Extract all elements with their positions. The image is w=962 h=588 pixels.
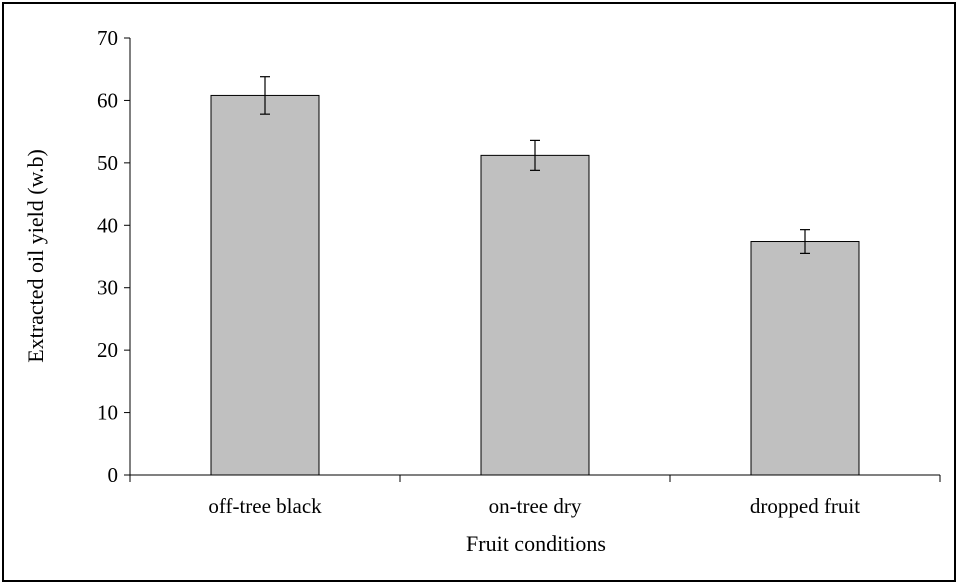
x-tick-labels: off-tree black on-tree dry dropped fruit bbox=[208, 494, 860, 518]
bar bbox=[210, 94, 320, 476]
bar bbox=[480, 154, 590, 476]
y-axis-title: Extracted oil yield (w.b) bbox=[23, 149, 48, 363]
y-axis: 0 10 20 30 40 50 60 70 bbox=[97, 26, 131, 487]
bar bbox=[750, 241, 860, 476]
x-tick-label: off-tree black bbox=[208, 494, 322, 518]
x-tick-label: on-tree dry bbox=[489, 494, 582, 518]
y-tick-label: 70 bbox=[97, 26, 118, 50]
bars bbox=[210, 94, 860, 476]
y-tick-label: 0 bbox=[108, 463, 119, 487]
y-tick-label: 20 bbox=[97, 338, 118, 362]
x-axis-title: Fruit conditions bbox=[466, 531, 606, 556]
y-tick-label: 40 bbox=[97, 213, 118, 237]
y-tick-label: 60 bbox=[97, 88, 118, 112]
y-tick-label: 10 bbox=[97, 401, 118, 425]
x-tick-label: dropped fruit bbox=[750, 494, 860, 518]
y-tick-label: 30 bbox=[97, 276, 118, 300]
y-tick-label: 50 bbox=[97, 151, 118, 175]
x-axis bbox=[129, 474, 941, 482]
error-bars bbox=[260, 76, 810, 254]
